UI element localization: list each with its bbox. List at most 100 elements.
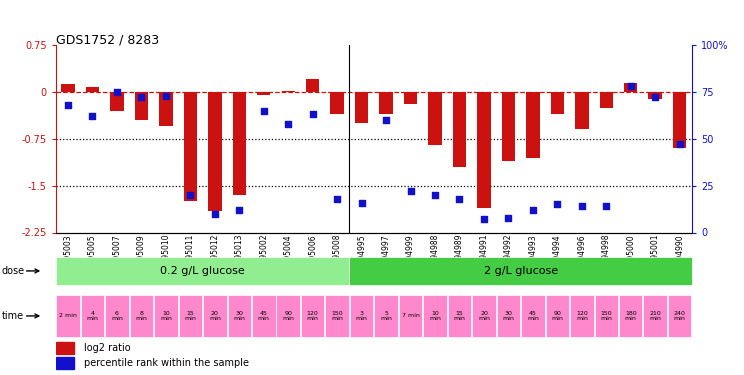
Bar bbox=[325, 295, 349, 337]
Point bbox=[502, 214, 514, 220]
Point bbox=[356, 200, 368, 206]
Text: 10
min: 10 min bbox=[429, 310, 441, 321]
Point bbox=[600, 203, 612, 209]
Point bbox=[527, 207, 539, 213]
Point bbox=[258, 108, 270, 114]
Text: 240
min: 240 min bbox=[674, 310, 686, 321]
Text: 15
min: 15 min bbox=[454, 310, 466, 321]
Text: 150
min: 150 min bbox=[331, 310, 343, 321]
Text: GDS1752 / 8283: GDS1752 / 8283 bbox=[56, 34, 159, 47]
Bar bbox=[61, 84, 74, 92]
Text: 15
min: 15 min bbox=[185, 310, 196, 321]
Bar bbox=[423, 295, 446, 337]
Text: 8
min: 8 min bbox=[135, 310, 147, 321]
Point bbox=[674, 141, 686, 147]
Bar bbox=[501, 92, 515, 160]
Bar bbox=[203, 295, 227, 337]
Point bbox=[625, 83, 637, 89]
Bar bbox=[472, 295, 496, 337]
Bar bbox=[350, 295, 373, 337]
Point bbox=[478, 216, 490, 222]
Text: 90
min: 90 min bbox=[282, 310, 294, 321]
Bar bbox=[159, 92, 173, 126]
Point bbox=[454, 196, 466, 202]
Bar bbox=[154, 295, 178, 337]
Point bbox=[111, 89, 123, 95]
Text: dose: dose bbox=[1, 266, 25, 276]
Bar bbox=[551, 92, 564, 114]
Bar bbox=[184, 92, 197, 201]
Bar bbox=[306, 80, 319, 92]
Text: 120
min: 120 min bbox=[576, 310, 588, 321]
Point bbox=[86, 113, 98, 119]
Text: 2 min: 2 min bbox=[59, 314, 77, 318]
Bar bbox=[355, 92, 368, 123]
Bar bbox=[526, 92, 539, 158]
Bar bbox=[649, 92, 662, 99]
Bar bbox=[673, 92, 687, 148]
Bar bbox=[301, 295, 324, 337]
Point bbox=[429, 192, 441, 198]
Bar bbox=[619, 295, 643, 337]
Bar bbox=[179, 295, 202, 337]
Bar bbox=[330, 92, 344, 114]
Bar bbox=[404, 92, 417, 104]
Point bbox=[185, 192, 196, 198]
Text: 30
min: 30 min bbox=[234, 310, 246, 321]
Point bbox=[135, 94, 147, 100]
Bar bbox=[277, 295, 300, 337]
Text: 45
min: 45 min bbox=[527, 310, 539, 321]
Bar bbox=[575, 92, 589, 129]
Bar bbox=[129, 295, 153, 337]
Text: 45
min: 45 min bbox=[258, 310, 269, 321]
Text: 30
min: 30 min bbox=[502, 310, 514, 321]
Text: time: time bbox=[1, 311, 24, 321]
Text: log2 ratio: log2 ratio bbox=[84, 343, 131, 352]
Bar bbox=[81, 295, 104, 337]
Point bbox=[405, 188, 417, 194]
Text: 150
min: 150 min bbox=[600, 310, 612, 321]
Text: percentile rank within the sample: percentile rank within the sample bbox=[84, 358, 249, 368]
Bar bbox=[521, 295, 545, 337]
Bar bbox=[374, 295, 398, 337]
Point bbox=[209, 211, 221, 217]
Text: 20
min: 20 min bbox=[209, 310, 221, 321]
Bar bbox=[135, 92, 148, 120]
Bar bbox=[429, 92, 442, 145]
Bar bbox=[252, 295, 275, 337]
Bar bbox=[86, 87, 99, 92]
Bar bbox=[56, 257, 350, 285]
Bar bbox=[545, 295, 569, 337]
Bar bbox=[105, 295, 129, 337]
Bar bbox=[57, 295, 80, 337]
Bar bbox=[453, 92, 466, 167]
Bar bbox=[281, 91, 295, 92]
Bar bbox=[624, 82, 638, 92]
Point bbox=[234, 207, 246, 213]
Bar bbox=[233, 92, 246, 195]
Text: 210
min: 210 min bbox=[650, 310, 661, 321]
Point bbox=[650, 94, 661, 100]
Text: 10
min: 10 min bbox=[160, 310, 172, 321]
Point bbox=[380, 117, 392, 123]
Bar bbox=[448, 295, 471, 337]
Bar bbox=[56, 357, 74, 369]
Text: 6
min: 6 min bbox=[111, 310, 123, 321]
Bar bbox=[110, 92, 124, 111]
Point bbox=[62, 102, 74, 108]
Bar bbox=[570, 295, 594, 337]
Text: 4
min: 4 min bbox=[86, 310, 98, 321]
Bar bbox=[668, 295, 691, 337]
Bar bbox=[379, 92, 393, 114]
Point bbox=[576, 203, 588, 209]
Bar bbox=[228, 295, 251, 337]
Text: 5
min: 5 min bbox=[380, 310, 392, 321]
Bar bbox=[399, 295, 423, 337]
Point bbox=[551, 201, 563, 207]
Bar bbox=[257, 92, 271, 95]
Text: 90
min: 90 min bbox=[551, 310, 563, 321]
Bar bbox=[56, 342, 74, 354]
Text: 2 g/L glucose: 2 g/L glucose bbox=[484, 266, 558, 276]
Text: 0.2 g/L glucose: 0.2 g/L glucose bbox=[160, 266, 245, 276]
Bar bbox=[600, 92, 613, 108]
